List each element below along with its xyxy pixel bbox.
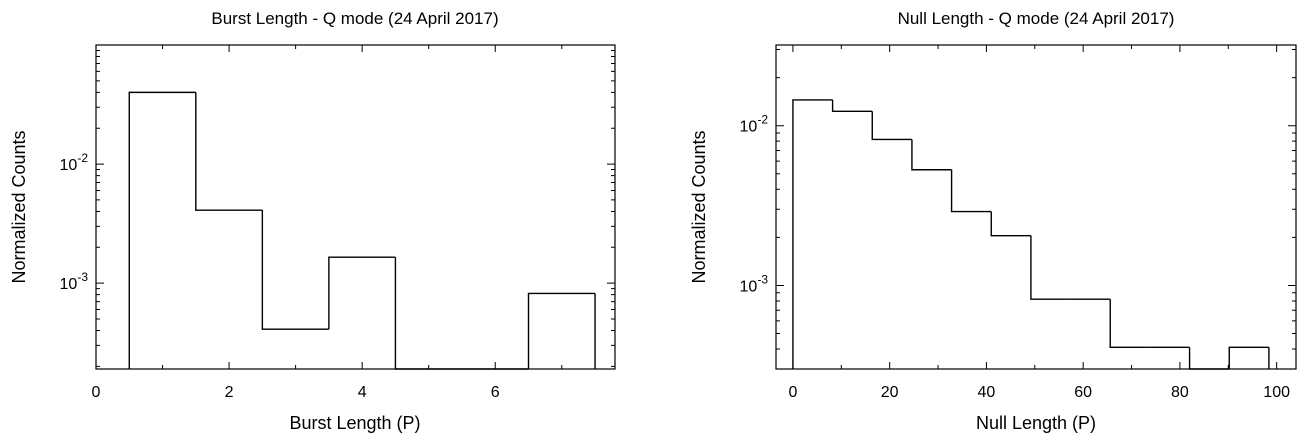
x-tick-label: 60	[1074, 384, 1092, 401]
x-tick-label: 4	[358, 384, 367, 401]
x-tick-label: 40	[978, 384, 996, 401]
chart-title: Burst Length - Q mode (24 April 2017)	[211, 9, 498, 28]
x-axis-label: Null Length (P)	[976, 413, 1096, 433]
histogram-bin-3	[328, 256, 396, 330]
histogram-bin-5	[990, 211, 1031, 237]
histogram-bin-3	[911, 139, 952, 171]
x-tick-label: 0	[788, 384, 797, 401]
histogram-bin-2	[871, 111, 912, 141]
x-tick-label: 20	[881, 384, 899, 401]
x-tick-label: 2	[225, 384, 234, 401]
null-length-panel: Null Length - Q mode (24 April 2017) 0 20…	[689, 9, 1297, 433]
histogram-bin-1	[831, 99, 873, 113]
x-tick-label: 0	[92, 384, 101, 401]
ticks-layer: 0 2 4 6 10-2 10-3	[60, 44, 615, 401]
x-tick-label: 6	[491, 384, 500, 401]
bins-layer	[128, 91, 596, 370]
plot-frame	[95, 44, 616, 370]
histogram-bin-4	[394, 257, 462, 370]
histogram-bin-6	[1030, 235, 1071, 300]
plot-frame	[775, 44, 1297, 370]
y-tick-label: 10-2	[60, 151, 89, 174]
histogram-bin-8	[1109, 299, 1150, 349]
bins-layer	[792, 99, 1270, 370]
histogram-bin-0	[792, 99, 833, 369]
ticks-layer: 0 20 40 60 80 100 10-2 10-3	[740, 45, 1296, 401]
histogram-bin-11	[1228, 346, 1269, 369]
histogram-bin-10	[1188, 347, 1230, 370]
histogram-bin-2	[261, 210, 329, 330]
y-axis-label: Normalized Counts	[689, 130, 709, 283]
histogram-bin-1	[195, 92, 263, 211]
histogram-bin-0	[128, 91, 196, 369]
y-tick-label: 10-3	[740, 272, 769, 295]
histogram-bin-4	[950, 169, 992, 213]
chart-title: Null Length - Q mode (24 April 2017)	[898, 9, 1175, 28]
burst-length-panel: Burst Length - Q mode (24 April 2017) 0 2…	[9, 9, 616, 433]
x-tick-label: 80	[1171, 384, 1189, 401]
y-axis-label: Normalized Counts	[9, 130, 29, 283]
histogram-bin-6	[527, 292, 596, 369]
x-tick-label: 100	[1263, 384, 1290, 401]
y-tick-label: 10-3	[60, 270, 89, 293]
y-tick-label: 10-2	[740, 113, 769, 136]
x-axis-label: Burst Length (P)	[289, 413, 420, 433]
